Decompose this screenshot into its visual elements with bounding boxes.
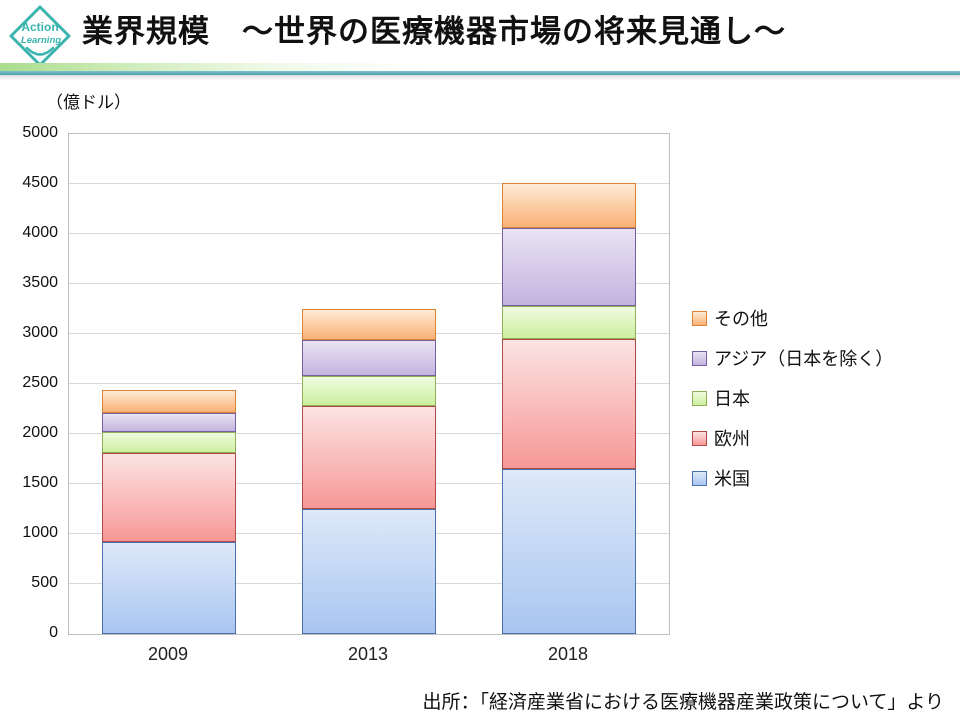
divider-teal-line bbox=[0, 71, 960, 75]
divider-shadow bbox=[0, 75, 960, 80]
legend-swatch-その他 bbox=[692, 310, 707, 326]
logo-text-line1: Action bbox=[21, 20, 58, 34]
logo-smile-arc bbox=[25, 46, 55, 56]
gridline-4000 bbox=[69, 233, 669, 234]
x-tick-label-2009: 2009 bbox=[147, 644, 189, 664]
y-tick-label-4000: 4000 bbox=[22, 224, 58, 241]
gridline-3500 bbox=[69, 283, 669, 284]
y-tick-label-3000: 3000 bbox=[22, 324, 58, 341]
legend-label-欧州: 欧州 bbox=[714, 429, 750, 449]
y-tick-label-3500: 3500 bbox=[22, 274, 58, 291]
x-tick-label-2013: 2013 bbox=[347, 644, 389, 664]
stacked-bar-2013 bbox=[269, 134, 469, 634]
y-tick-label-4500: 4500 bbox=[22, 174, 58, 191]
bar-segment-2009-日本 bbox=[102, 432, 236, 453]
bar-segment-2013-その他 bbox=[302, 309, 436, 340]
legend-swatch-米国 bbox=[692, 470, 707, 486]
bar-segment-2018-日本 bbox=[502, 306, 636, 339]
y-tick-label-1500: 1500 bbox=[22, 474, 58, 491]
bar-segment-2018-その他 bbox=[502, 183, 636, 228]
gridline-4500 bbox=[69, 183, 669, 184]
bar-segment-2009-欧州 bbox=[102, 453, 236, 542]
bar-segment-2018-アジア（日本を除く） bbox=[502, 228, 636, 306]
bar-segment-2013-欧州 bbox=[302, 406, 436, 509]
legend-label-その他: その他 bbox=[714, 309, 768, 329]
divider-green-band bbox=[0, 63, 960, 72]
bar-segment-2013-日本 bbox=[302, 376, 436, 406]
bar-segment-2013-アジア（日本を除く） bbox=[302, 340, 436, 376]
legend-item-欧州: 欧州 bbox=[692, 418, 893, 458]
legend-swatch-日本 bbox=[692, 390, 707, 406]
stacked-bar-2009 bbox=[69, 134, 269, 634]
action-learning-logo: Action Learning bbox=[8, 4, 72, 68]
legend-item-米国: 米国 bbox=[692, 458, 893, 498]
logo-text-line2: Learning bbox=[21, 35, 61, 46]
y-tick-label-1000: 1000 bbox=[22, 524, 58, 541]
header-divider bbox=[0, 63, 960, 81]
legend-label-米国: 米国 bbox=[714, 469, 750, 489]
legend-label-アジア（日本を除く）: アジア（日本を除く） bbox=[714, 349, 894, 369]
chart-plot-area bbox=[68, 133, 670, 635]
y-axis-unit-label: （億ドル） bbox=[46, 93, 131, 112]
y-tick-label-2500: 2500 bbox=[22, 374, 58, 391]
page-title: 業界規模 ～世界の医療機器市場の将来見通し～ bbox=[82, 14, 786, 49]
y-tick-label-5000: 5000 bbox=[22, 124, 58, 141]
legend-item-アジア（日本を除く）: アジア（日本を除く） bbox=[692, 338, 893, 378]
bar-segment-2018-欧州 bbox=[502, 339, 636, 469]
stacked-bar-2018 bbox=[469, 134, 669, 634]
legend-label-日本: 日本 bbox=[714, 389, 750, 409]
legend-item-日本: 日本 bbox=[692, 378, 893, 418]
source-note: 出所：「経済産業省における医療機器産業政策について」より bbox=[422, 692, 944, 713]
legend-swatch-欧州 bbox=[692, 430, 707, 446]
y-tick-label-2000: 2000 bbox=[22, 424, 58, 441]
bar-segment-2013-米国 bbox=[302, 509, 436, 634]
bar-segment-2009-米国 bbox=[102, 542, 236, 634]
y-tick-label-500: 500 bbox=[31, 574, 58, 591]
bar-segment-2009-アジア（日本を除く） bbox=[102, 413, 236, 432]
bar-segment-2018-米国 bbox=[502, 469, 636, 634]
chart-legend: その他アジア（日本を除く） 日本欧州米国 bbox=[692, 298, 893, 498]
x-tick-label-2018: 2018 bbox=[547, 644, 589, 664]
legend-swatch-アジア（日本を除く） bbox=[692, 350, 707, 366]
logo-diamond-icon: Action Learning bbox=[9, 5, 71, 67]
bar-segment-2009-その他 bbox=[102, 390, 236, 413]
legend-item-その他: その他 bbox=[692, 298, 893, 338]
y-tick-label-0: 0 bbox=[49, 624, 58, 641]
